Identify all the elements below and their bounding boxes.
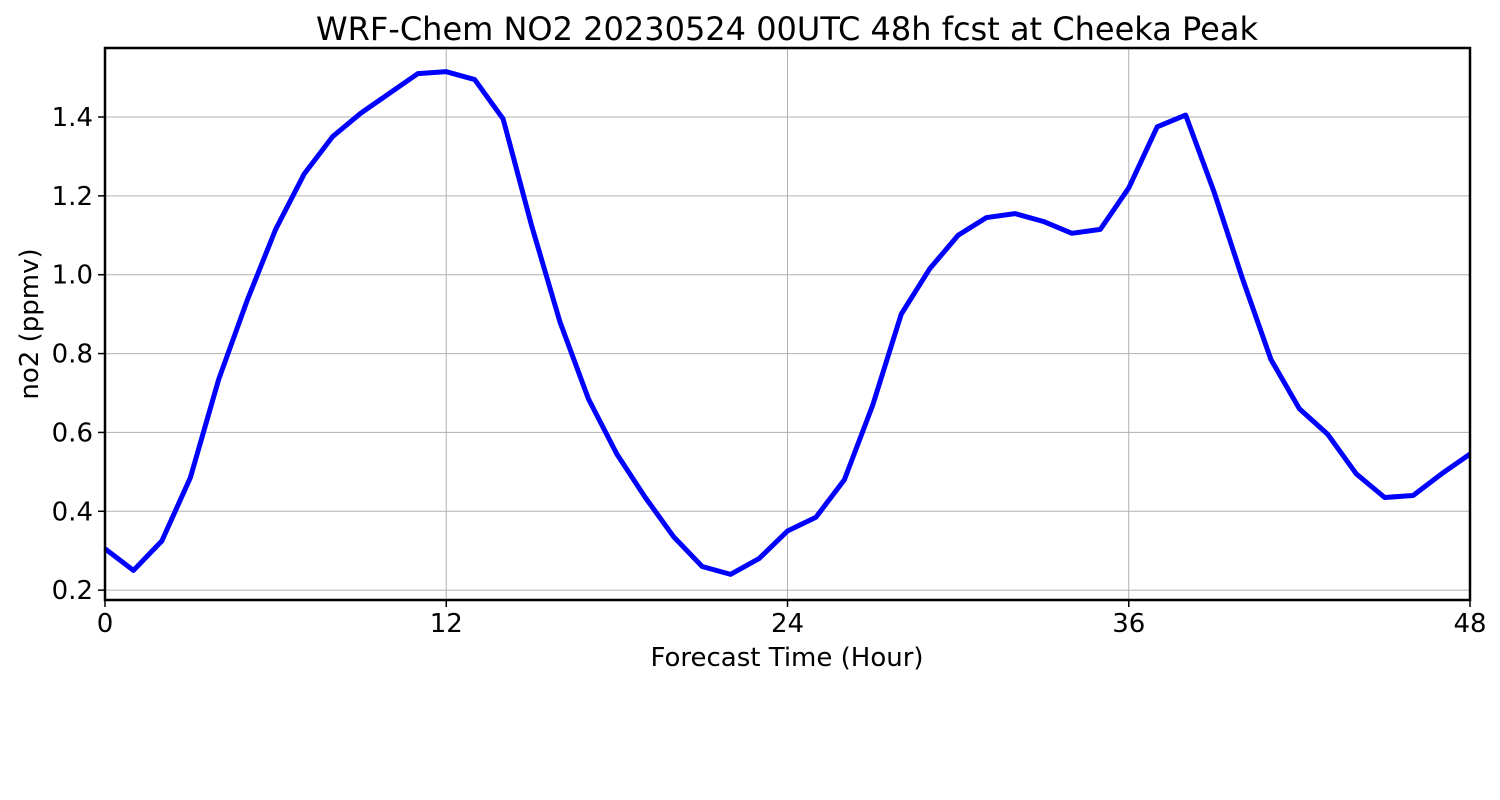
x-tick-label: 24	[771, 609, 804, 639]
y-tick-label: 1.0	[52, 261, 93, 291]
y-tick-label: 0.6	[52, 418, 93, 448]
x-tick-labels: 0 12 24 36 48	[97, 609, 1487, 639]
x-tick-label: 12	[430, 609, 463, 639]
x-tick-label: 48	[1453, 609, 1486, 639]
y-tick-label: 0.2	[52, 576, 93, 606]
y-tick-labels: 0.2 0.4 0.6 0.8 1.0 1.2 1.4	[52, 103, 93, 606]
grid-lines	[104, 48, 1471, 600]
chart-title: WRF-Chem NO2 20230524 00UTC 48h fcst at …	[316, 10, 1258, 48]
y-tick-label: 1.4	[52, 103, 93, 133]
y-tick-label: 0.8	[52, 340, 93, 370]
x-tick-label: 36	[1112, 609, 1145, 639]
y-axis-label: no2 (ppmv)	[15, 248, 45, 399]
x-axis-label: Forecast Time (Hour)	[650, 643, 923, 673]
x-tick-label: 0	[97, 609, 114, 639]
tick-marks	[98, 116, 1471, 607]
y-tick-label: 1.2	[52, 182, 93, 212]
no2-series-line	[103, 69, 1472, 577]
series-layer	[103, 69, 1472, 577]
y-tick-label: 0.4	[52, 497, 93, 527]
